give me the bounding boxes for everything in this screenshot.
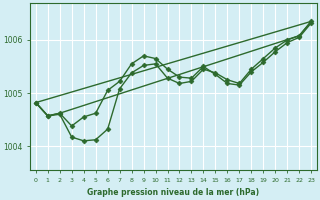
X-axis label: Graphe pression niveau de la mer (hPa): Graphe pression niveau de la mer (hPa) [87,188,260,197]
